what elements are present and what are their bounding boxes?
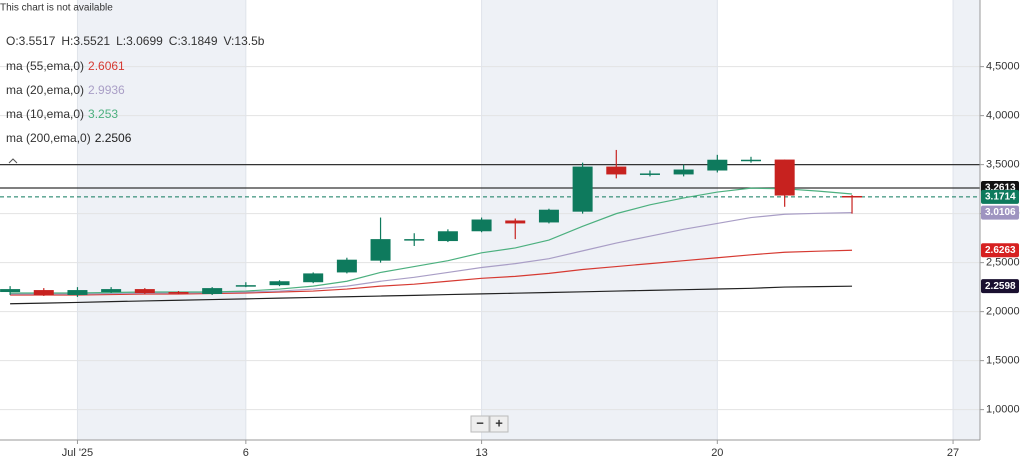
candle-body (134, 289, 155, 294)
zoom-out-label[interactable]: − (476, 415, 484, 430)
price-label-box (981, 243, 1019, 258)
candle-body (33, 290, 54, 295)
candle-body (740, 159, 761, 162)
price-label: 3.0106 (985, 207, 1016, 218)
ohlc-label: O: (6, 34, 19, 48)
candle-body (269, 281, 290, 286)
x-tick-label: 20 (711, 447, 723, 459)
zoom-in[interactable] (489, 415, 509, 433)
legend-value: 3.253 (88, 107, 118, 121)
price-label: 2.2598 (985, 281, 1016, 292)
candle-body (202, 288, 223, 294)
candle-body (168, 292, 189, 294)
labels: 1,00001,50002,00002,50003,00003,50004,00… (6, 34, 1020, 459)
candle-body (336, 259, 357, 273)
ohlc-label: V: (224, 34, 235, 48)
price-label: 3.2613 (985, 183, 1016, 194)
zoom-in-label[interactable]: + (495, 415, 503, 430)
candle-body (471, 219, 492, 232)
ohlc-value: 3.5517 (19, 34, 56, 48)
ohlc-label: H: (61, 34, 73, 48)
ohlc-value: 3.1849 (181, 34, 218, 48)
legend-value: 2.9936 (88, 83, 125, 97)
x-tick-label: 6 (243, 447, 249, 459)
candle-body (707, 159, 728, 171)
candle-body (505, 220, 526, 224)
y-tick-label: 2,5000 (986, 257, 1020, 269)
ohlc-value: 3.0699 (126, 34, 163, 48)
y-tick-label: 4,5000 (986, 61, 1020, 73)
candle-body (572, 166, 593, 212)
y-tick-label: 1,0000 (986, 404, 1020, 416)
candle-body (639, 173, 660, 175)
collapse-icon[interactable] (8, 158, 18, 164)
x-tick-label: Jul '25 (62, 447, 93, 459)
legend-name: ma (55,ema,0) (6, 59, 84, 73)
notice: This chart is not available (0, 3, 113, 14)
legend-name: ma (20,ema,0) (6, 83, 84, 97)
ohlc-label: L: (116, 34, 126, 48)
candle-body (67, 290, 88, 295)
zoom-controls: − + (470, 415, 509, 433)
legend-value: 2.6061 (88, 59, 125, 73)
legend-name: ma (200,ema,0) (6, 131, 91, 145)
ohlc-label: C: (169, 34, 181, 48)
y-tick-label: 4,0000 (986, 110, 1020, 122)
ma-line (10, 211, 853, 295)
candle-body (673, 169, 694, 175)
y-tick-label: 1,5000 (986, 355, 1020, 367)
ohlc-value: 3.5521 (73, 34, 110, 48)
candle-body (842, 195, 863, 198)
price-label: 3.1714 (985, 191, 1016, 202)
bands (77, 0, 980, 440)
y-tick-label: 3,5000 (986, 159, 1020, 171)
price-label-box (981, 279, 1019, 294)
ma-line (10, 249, 853, 296)
candle-body (370, 239, 391, 261)
candle-body (538, 209, 559, 223)
price-label: 2.6263 (985, 245, 1016, 256)
price-label-box (981, 205, 1019, 220)
price-label-box (981, 189, 1019, 204)
candle-body (303, 273, 324, 283)
marks (0, 149, 863, 297)
candle-body (774, 159, 795, 196)
ohlc-value: 13.5b (234, 34, 264, 48)
zoom-out[interactable] (470, 415, 490, 433)
candle-body (404, 239, 425, 241)
legend-name: ma (10,ema,0) (6, 107, 84, 121)
week-band (77, 0, 246, 440)
candle-body (606, 166, 627, 175)
candle-body (235, 285, 256, 287)
week-band (953, 0, 980, 440)
candle-body (437, 231, 458, 242)
ma-line (10, 285, 853, 305)
candle-body (0, 289, 21, 293)
candle-body (101, 289, 122, 293)
x-tick-label: 13 (475, 447, 487, 459)
y-tick-label: 2,0000 (986, 306, 1020, 318)
legend-value: 2.2506 (95, 131, 132, 145)
x-tick-label: 27 (947, 447, 959, 459)
